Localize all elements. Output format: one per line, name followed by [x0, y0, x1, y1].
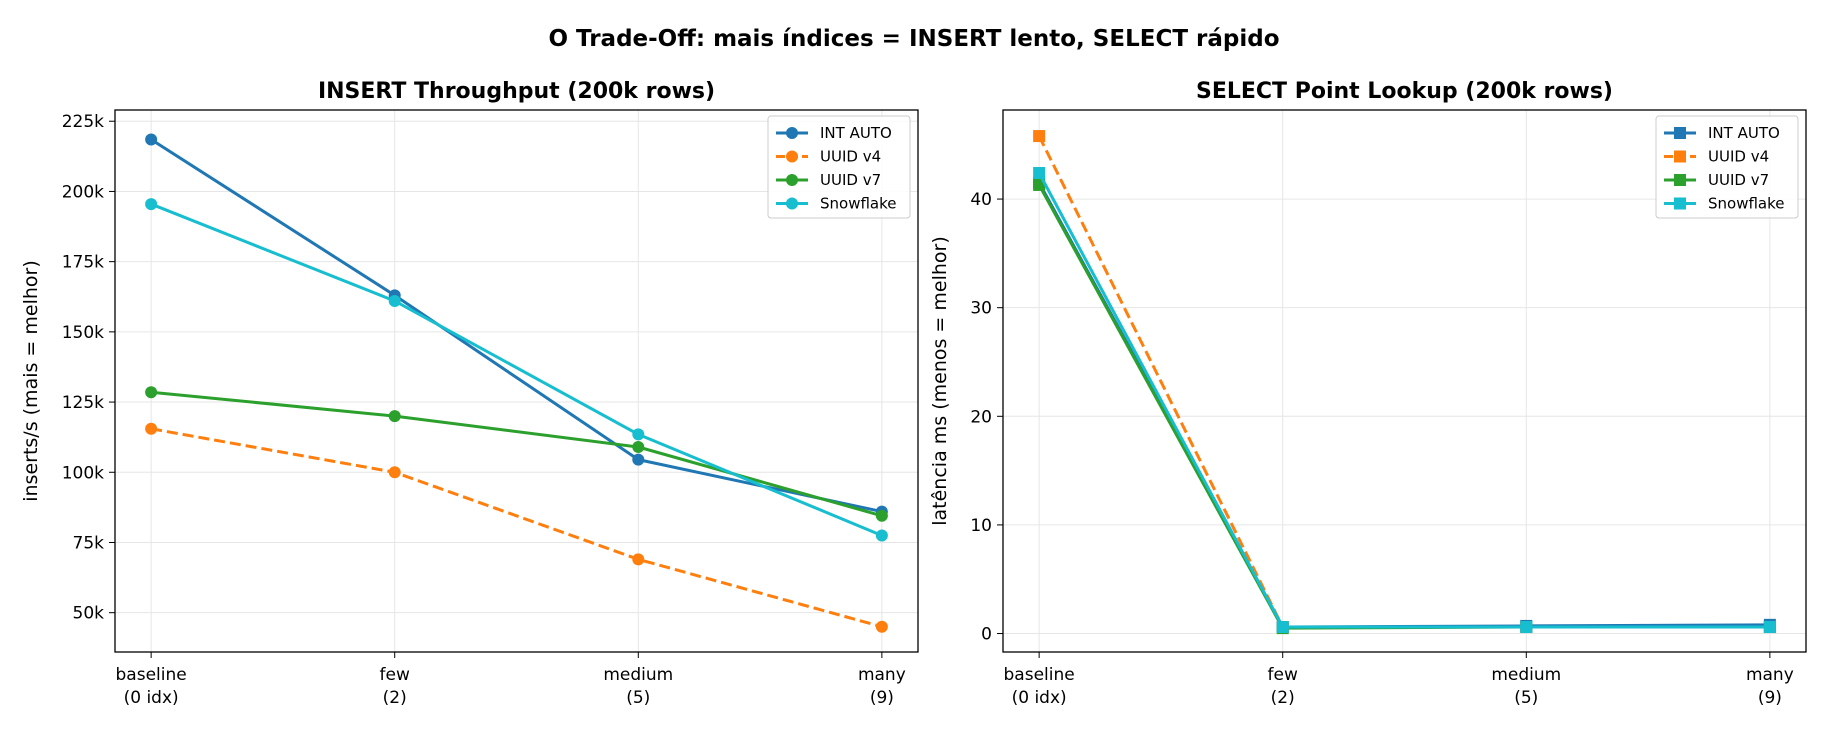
x-tick-label-line: (2) — [383, 688, 407, 708]
data-point-uuid-v7 — [145, 386, 158, 399]
legend-marker-snowflake — [786, 197, 798, 210]
x-tick-label: many (9) — [858, 665, 906, 708]
data-point-int-auto — [145, 133, 158, 146]
y-tick-label: 125k — [62, 393, 104, 413]
data-point-snowflake — [388, 294, 401, 307]
x-tick-label: baseline (0 idx) — [116, 665, 187, 708]
legend-box — [767, 115, 911, 219]
y-tick-label: 150k — [62, 323, 104, 343]
x-tick-label: few (2) — [1268, 665, 1298, 708]
y-tick-label: 40 — [970, 190, 992, 210]
x-tick-label: many (9) — [1746, 665, 1794, 708]
data-point-uuid-v4 — [145, 422, 158, 435]
x-tick-label-line: baseline — [1004, 665, 1075, 685]
data-point-uuid-v7 — [1033, 178, 1046, 191]
legend-label-int-auto: INT AUTO — [820, 124, 892, 142]
data-point-int-auto — [632, 453, 645, 466]
legend-marker-uuid-v4 — [1674, 150, 1686, 163]
legend-label-uuid-v4: UUID v4 — [1708, 148, 1769, 166]
data-point-uuid-v4 — [632, 553, 645, 566]
y-tick-label: 100k — [62, 463, 104, 483]
y-tick-label: 50k — [73, 604, 105, 624]
series-line-snowflake — [150, 202, 883, 537]
data-point-snowflake — [1520, 621, 1533, 634]
data-point-uuid-v4 — [875, 620, 888, 633]
legend: INT AUTO UUID v4 UUID v7 Snowflake — [767, 115, 911, 219]
x-tick-label-line: (2) — [1271, 688, 1295, 708]
legend-label-uuid-v7: UUID v7 — [1708, 171, 1769, 189]
insert-throughput-chart: 50k 75k 100k 125k 150k 175k 200k 225k baseline (0… — [20, 79, 919, 708]
x-tick-label-line: (5) — [626, 688, 650, 708]
series-line-uuid-v7 — [1037, 184, 1770, 630]
figure-title: O Trade-Off: mais índices = INSERT lento… — [548, 26, 1279, 52]
y-tick-label: 175k — [62, 253, 104, 273]
y-tick-label: 10 — [970, 516, 992, 536]
y-axis-label: inserts/s (mais = melhor) — [20, 260, 42, 502]
y-axis-label: latência ms (menos = melhor) — [929, 236, 951, 526]
x-tick-label-line: few — [1268, 665, 1298, 685]
y-tick-label: 225k — [62, 112, 104, 132]
x-tick-label: medium (5) — [1491, 665, 1561, 708]
y-tick-label: 20 — [970, 407, 992, 427]
legend-marker-snowflake — [1674, 197, 1686, 210]
x-tick-label-line: (0 idx) — [1012, 688, 1067, 708]
x-tick-label: few (2) — [380, 665, 410, 708]
legend-label-int-auto: INT AUTO — [1708, 124, 1780, 142]
x-tick-label: baseline (0 idx) — [1004, 665, 1075, 708]
data-point-snowflake — [1033, 166, 1046, 179]
x-tick-label-line: (9) — [1758, 688, 1782, 708]
plot-frame — [1002, 109, 1807, 653]
x-tick-label-line: medium — [603, 665, 673, 685]
x-tick-label-line: medium — [1491, 665, 1561, 685]
chart-title: SELECT Point Lookup (200k rows) — [1196, 79, 1613, 104]
x-tick-label-line: few — [380, 665, 410, 685]
data-point-snowflake — [1276, 621, 1289, 634]
data-point-snowflake — [1763, 621, 1776, 634]
x-tick-label-line: many — [1746, 665, 1794, 685]
series-line-uuid-v4 — [150, 427, 883, 629]
legend-label-snowflake: Snowflake — [1708, 195, 1785, 213]
legend-marker-uuid-v4 — [786, 150, 798, 163]
series-line-uuid-v7 — [150, 390, 883, 518]
x-tick-label: medium (5) — [603, 665, 673, 708]
legend-label-uuid-v7: UUID v7 — [820, 171, 881, 189]
data-point-uuid-v7 — [388, 410, 401, 423]
plot-frame — [114, 109, 919, 653]
chart-title: INSERT Throughput (200k rows) — [318, 79, 715, 104]
x-tick-label-line: (5) — [1514, 688, 1538, 708]
x-tick-label-line: (0 idx) — [124, 688, 179, 708]
legend-marker-int-auto — [786, 127, 798, 139]
x-tick-label-line: baseline — [116, 665, 187, 685]
y-tick-label: 75k — [73, 533, 105, 553]
data-point-snowflake — [145, 198, 158, 211]
data-point-snowflake — [875, 529, 888, 542]
y-tick-label: 0 — [981, 625, 992, 645]
data-point-uuid-v7 — [875, 509, 888, 522]
x-tick-label-line: (9) — [870, 688, 894, 708]
legend-marker-uuid-v7 — [1674, 174, 1686, 186]
data-point-uuid-v7 — [632, 440, 645, 453]
legend-marker-uuid-v7 — [786, 174, 798, 186]
y-tick-label: 30 — [970, 299, 992, 319]
legend-label-uuid-v4: UUID v4 — [820, 148, 881, 166]
data-point-uuid-v4 — [388, 466, 401, 479]
legend-label-snowflake: Snowflake — [820, 195, 897, 213]
legend-box — [1655, 115, 1799, 219]
data-point-snowflake — [632, 428, 645, 441]
y-tick-label: 200k — [62, 182, 104, 202]
series-line-snowflake — [1037, 172, 1770, 629]
legend-marker-int-auto — [1674, 127, 1686, 139]
series-line-int-auto — [1037, 182, 1770, 629]
legend: INT AUTO UUID v4 UUID v7 Snowflake — [1655, 115, 1799, 219]
x-tick-label-line: many — [858, 665, 906, 685]
data-point-uuid-v4 — [1033, 130, 1046, 143]
